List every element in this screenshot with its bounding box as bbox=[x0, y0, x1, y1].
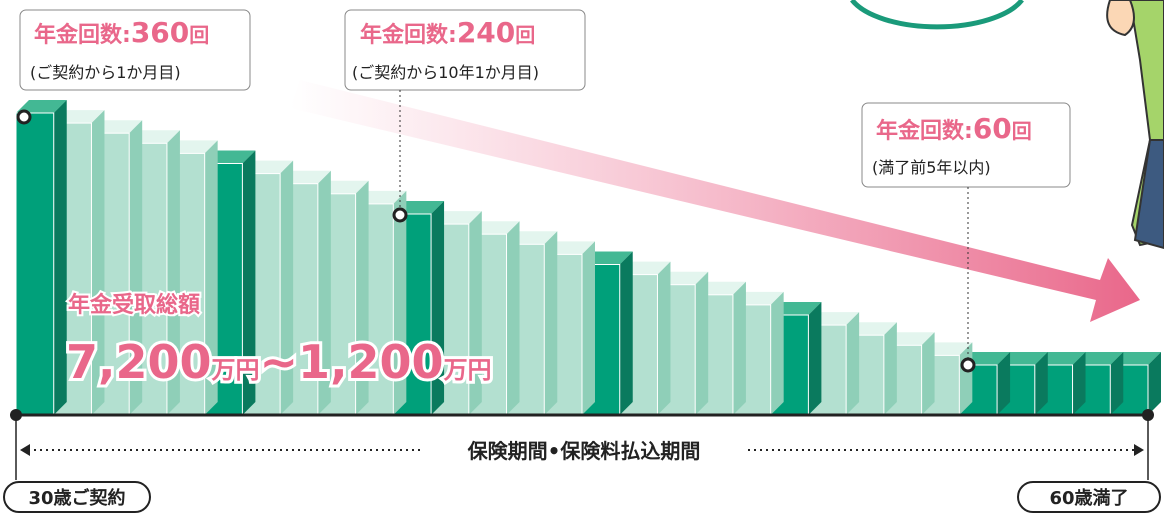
bar-shape bbox=[657, 262, 670, 415]
bar-shape bbox=[469, 211, 482, 415]
bar-shape bbox=[582, 241, 595, 415]
bar-shape bbox=[507, 221, 520, 415]
bar-shape bbox=[16, 113, 54, 415]
bar-shape bbox=[808, 302, 821, 415]
bar-shape bbox=[771, 292, 784, 415]
diagram: 年金回数:360回 (ご契約から1か月目) 年金回数:240回 (ご契約から10… bbox=[0, 0, 1164, 515]
bar-shape bbox=[620, 252, 633, 416]
marker bbox=[962, 359, 974, 371]
decor-circle bbox=[852, 0, 1022, 27]
bar-shape bbox=[54, 100, 67, 415]
arrowhead bbox=[1134, 444, 1144, 456]
bar-shape bbox=[922, 332, 935, 415]
person bbox=[1107, 0, 1164, 248]
bar-shape bbox=[695, 272, 708, 415]
bar-shape bbox=[733, 282, 746, 415]
total-amount: 7,200万円~1,200万円 bbox=[66, 335, 492, 389]
marker bbox=[18, 111, 30, 123]
callout-note: (ご契約から1か月目) bbox=[30, 63, 181, 82]
bar-shape bbox=[884, 322, 897, 415]
callout-note: (ご契約から10年1か月目) bbox=[352, 63, 539, 82]
arrowhead bbox=[20, 444, 30, 456]
bar-shape bbox=[544, 231, 557, 415]
total-label: 年金受取総額 bbox=[68, 292, 200, 318]
end-label: 60歳満了 bbox=[1049, 487, 1128, 509]
period-label: 保険期間•保険料払込期間 bbox=[467, 439, 701, 463]
start-label: 30歳ご契約 bbox=[28, 487, 125, 509]
marker bbox=[394, 209, 406, 221]
page: {"callouts": [ {"label": "年金回数:", "count… bbox=[0, 0, 1164, 515]
bar-shape bbox=[846, 312, 859, 415]
callout-note: (満了前5年以内) bbox=[872, 158, 991, 177]
